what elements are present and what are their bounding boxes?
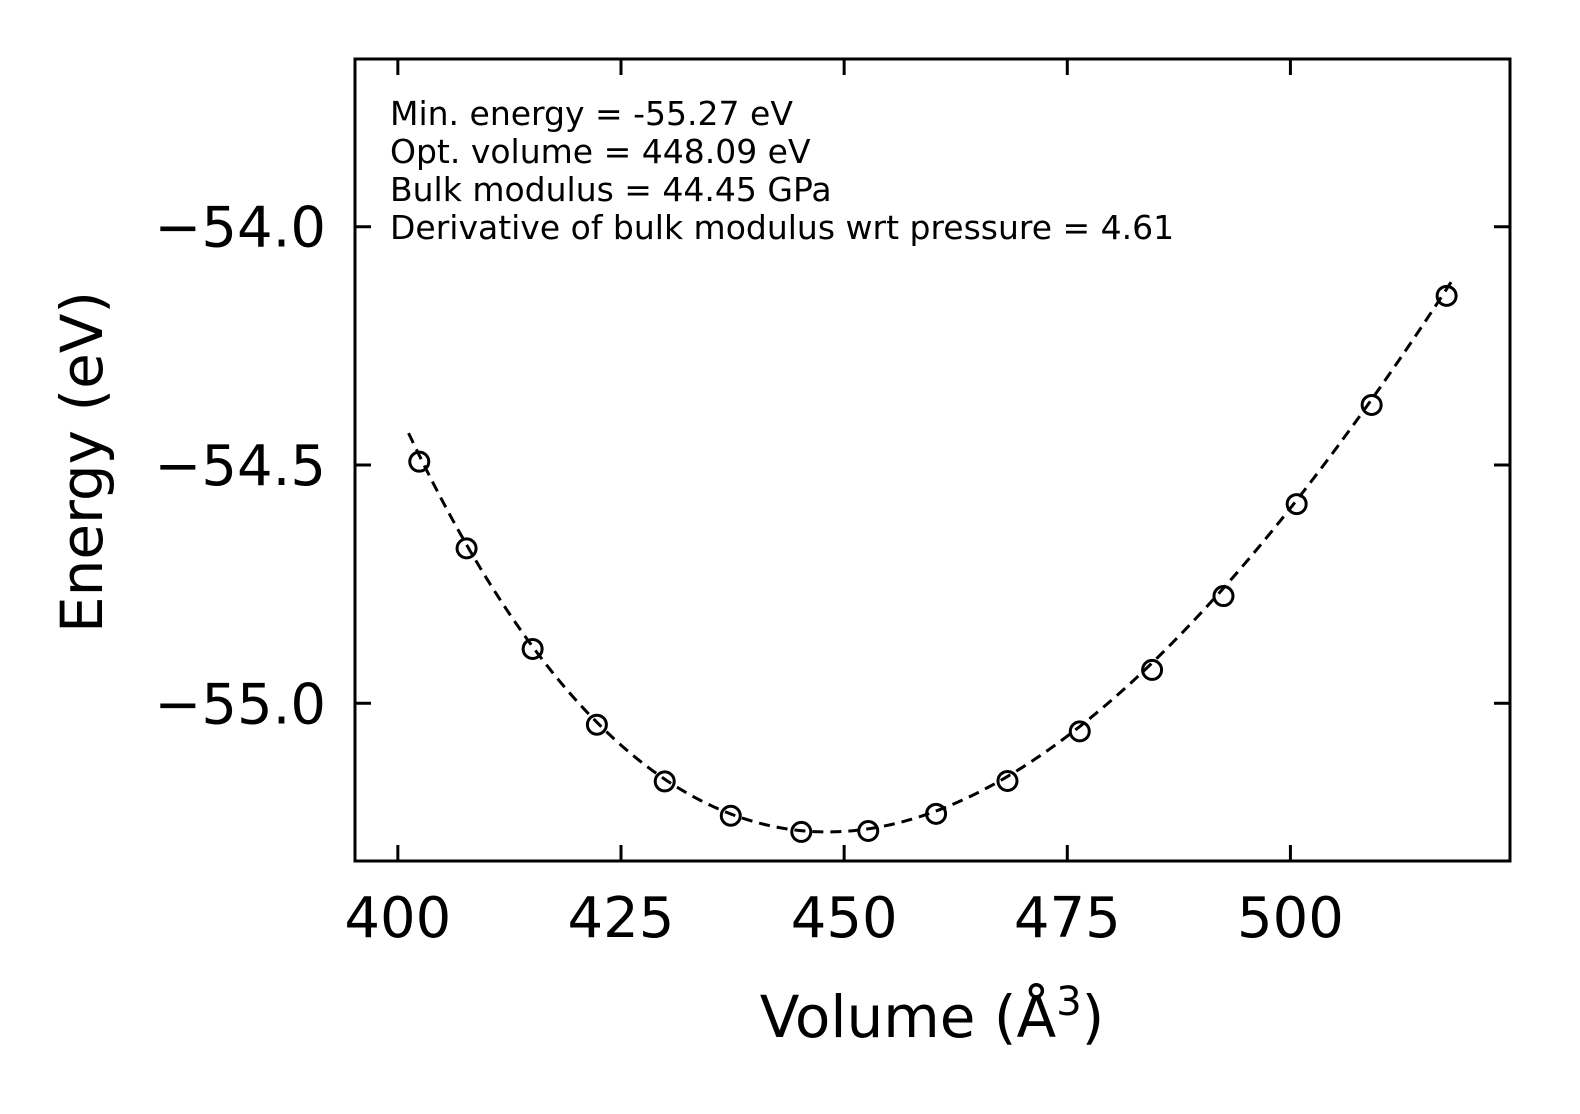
x-tick-label: 400 bbox=[344, 886, 451, 951]
x-tick-label: 450 bbox=[791, 886, 898, 951]
y-tick-label: −55.0 bbox=[154, 672, 326, 737]
data-point bbox=[1435, 284, 1458, 307]
y-tick-label: −54.5 bbox=[154, 434, 326, 499]
annotation-bulk-modulus-derivative: Derivative of bulk modulus wrt pressure … bbox=[390, 208, 1174, 247]
data-point bbox=[408, 450, 431, 473]
x-tick-label: 425 bbox=[568, 886, 675, 951]
x-axis-label-main: Volume (Å bbox=[760, 982, 1057, 1051]
data-point bbox=[521, 637, 544, 660]
x-axis-label: Volume (Å3) bbox=[760, 979, 1105, 1051]
data-point bbox=[790, 820, 813, 843]
annotation-bulk-modulus: Bulk modulus = 44.45 GPa bbox=[390, 170, 832, 209]
data-point bbox=[1141, 658, 1164, 681]
plot-frame bbox=[353, 57, 1512, 863]
x-axis-label-suffix: ) bbox=[1082, 983, 1105, 1051]
data-point bbox=[1285, 493, 1308, 516]
y-axis-label: Energy (eV) bbox=[48, 291, 116, 633]
annotation-box: Min. energy = -55.27 eV Opt. volume = 44… bbox=[390, 94, 1174, 247]
data-point bbox=[1212, 585, 1235, 608]
y-tick-labels: −55.0 −54.5 −54.0 bbox=[154, 196, 326, 738]
y-tick-label: −54.0 bbox=[154, 196, 326, 261]
x-axis-label-superscript: 3 bbox=[1056, 979, 1081, 1025]
data-point bbox=[925, 802, 948, 825]
data-point bbox=[1068, 720, 1091, 743]
data-point bbox=[455, 537, 478, 560]
data-point bbox=[719, 804, 742, 827]
data-point bbox=[996, 769, 1019, 792]
data-point bbox=[585, 713, 608, 736]
annotation-min-energy: Min. energy = -55.27 eV bbox=[390, 94, 793, 133]
fit-curve bbox=[407, 277, 1456, 834]
plot-area bbox=[407, 277, 1458, 843]
annotation-opt-volume: Opt. volume = 448.09 eV bbox=[390, 132, 811, 171]
data-point bbox=[857, 819, 880, 842]
data-point bbox=[653, 770, 676, 793]
x-tick-label: 475 bbox=[1014, 886, 1121, 951]
x-tick-label: 500 bbox=[1237, 886, 1344, 951]
data-point bbox=[1360, 393, 1383, 416]
axis-ticks bbox=[355, 59, 1510, 861]
x-tick-labels: 400 425 450 475 500 bbox=[344, 886, 1343, 951]
